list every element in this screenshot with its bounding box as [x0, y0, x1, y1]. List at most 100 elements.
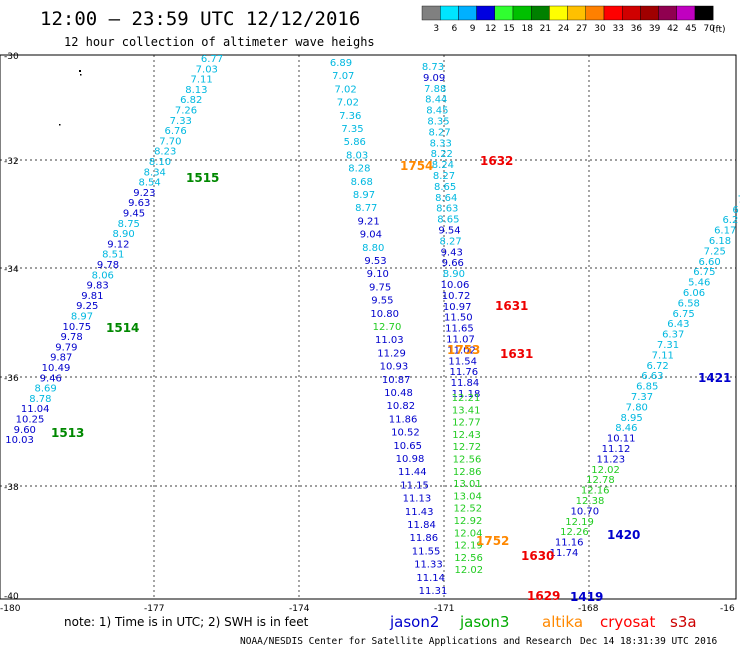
swh-value: 11.74: [550, 548, 579, 559]
swh-value: 9.55: [371, 296, 393, 307]
swh-value: 10.82: [386, 401, 415, 412]
swh-value: 11.13: [403, 494, 432, 505]
legend-swatch: [476, 5, 496, 21]
swh-value: 10.98: [396, 454, 425, 465]
satellite-jason3: jason3: [459, 613, 509, 631]
swh-value: 13.01: [453, 479, 482, 490]
swh-value: 7.70: [159, 136, 181, 147]
swh-value: 8.27: [439, 236, 461, 247]
swh-value: 9.10: [367, 269, 389, 280]
legend-swatch: [640, 5, 659, 21]
lon-label: -168: [578, 604, 599, 614]
legend-swatch: [694, 5, 714, 21]
lon-label: -171: [434, 604, 454, 614]
legend-swatch: [549, 5, 568, 21]
swh-value: 7: [738, 194, 740, 205]
swh-value: 6.37: [662, 330, 684, 341]
swh-value: 6.77: [201, 54, 223, 65]
swh-value: 8.75: [118, 219, 140, 230]
swh-value: 7.11: [652, 350, 674, 361]
swh-value: 6.76: [164, 126, 186, 137]
swh-value: 11.02: [447, 345, 476, 356]
swh-value: 9.43: [441, 247, 463, 258]
swh-value: 10.80: [370, 309, 399, 320]
swh-value: 9.09: [423, 73, 445, 84]
legend-label: 15: [503, 24, 514, 34]
legend-swatch: [658, 5, 677, 21]
swh-value: 6.63: [641, 371, 663, 382]
swh-value: 11.07: [446, 335, 475, 346]
swh-value: 11.55: [412, 546, 441, 557]
swh-value: 8.27: [433, 171, 455, 182]
swh-value: 12.77: [452, 418, 481, 429]
swh-value: 12.38: [576, 496, 605, 507]
swh-value: 5.86: [344, 137, 366, 148]
swh-value: 5.46: [688, 278, 710, 289]
lat-label: -30: [4, 52, 19, 62]
satellite-cryosat: cryosat: [600, 613, 655, 631]
swh-value: 11.84: [407, 520, 436, 531]
pass-time-label: 1629: [527, 589, 560, 603]
pass-time-label: 1514: [106, 321, 139, 335]
swh-value: 7.11: [190, 75, 212, 86]
swh-value: 12.78: [586, 475, 615, 486]
pass-time-label: 1630: [521, 549, 554, 563]
lon-label: -174: [289, 604, 310, 614]
legend-label: 36: [631, 24, 643, 34]
swh-value: 11.23: [596, 454, 625, 465]
swh-value: 11.54: [448, 356, 477, 367]
swh-value: 12.70: [373, 322, 402, 333]
pass-time-label: 1420: [607, 528, 640, 542]
swh-values: 6.777.037.118.136.827.267.336.767.708.23…: [5, 54, 740, 597]
swh-value: 8.68: [351, 177, 373, 188]
pass-time-label: 1421: [698, 371, 731, 385]
swh-value: 10.65: [393, 441, 422, 452]
swh-value: 10.70: [570, 506, 599, 517]
legend-label: 33: [612, 24, 623, 34]
swh-value: 10.97: [443, 302, 472, 313]
swh-value: 10.25: [16, 415, 45, 426]
swh-value: 12.04: [454, 528, 483, 539]
swh-value: 11.86: [409, 533, 438, 544]
lat-label: -38: [4, 483, 19, 493]
legend-label: 24: [558, 24, 570, 34]
swh-value: 6.18: [709, 236, 731, 247]
swh-value: 6.75: [693, 267, 715, 278]
legend-label: 21: [540, 24, 551, 34]
graticule: [0, 55, 736, 599]
swh-value: 9.78: [60, 332, 82, 343]
swh-value: 7.35: [341, 124, 363, 135]
lat-label: -36: [4, 374, 19, 384]
legend-swatch: [676, 5, 696, 21]
swh-value: 12.02: [454, 565, 483, 576]
pass-time-label: 1515: [186, 171, 219, 185]
swh-value: 7.80: [626, 402, 648, 413]
swh-value: 11.50: [444, 313, 473, 324]
swh-value: 8.90: [443, 269, 465, 280]
swh-value: 10.93: [380, 362, 409, 373]
pass-time-label: 1631: [500, 347, 533, 361]
swh-value: 11.12: [602, 444, 631, 455]
swh-value: 9.23: [133, 188, 155, 199]
swh-value: 11.18: [452, 389, 481, 400]
swh-value: 6.89: [330, 58, 352, 69]
swh-value: 8.63: [436, 204, 458, 215]
satellite-jason2: jason2: [389, 613, 439, 631]
swh-value: 6.17: [714, 226, 736, 237]
swh-value: 9.45: [123, 209, 145, 220]
lon-label: -180: [0, 604, 21, 614]
swh-value: 11.14: [416, 573, 445, 584]
swh-value: 10.52: [391, 428, 420, 439]
swh-value: 9.78: [97, 260, 119, 271]
swh-value: 8.69: [34, 384, 56, 395]
swh-value: 8.24: [432, 160, 454, 171]
legend-unit: (ft): [712, 25, 726, 35]
legend-label: 39: [649, 24, 661, 34]
swh-value: 12.56: [454, 553, 483, 564]
swh-value: 8.65: [437, 215, 459, 226]
swh-value: 8.28: [348, 164, 370, 175]
pass-time-label: 1753: [447, 343, 480, 357]
swh-value: 6.60: [698, 257, 720, 268]
swh-value: 8.45: [426, 106, 448, 117]
